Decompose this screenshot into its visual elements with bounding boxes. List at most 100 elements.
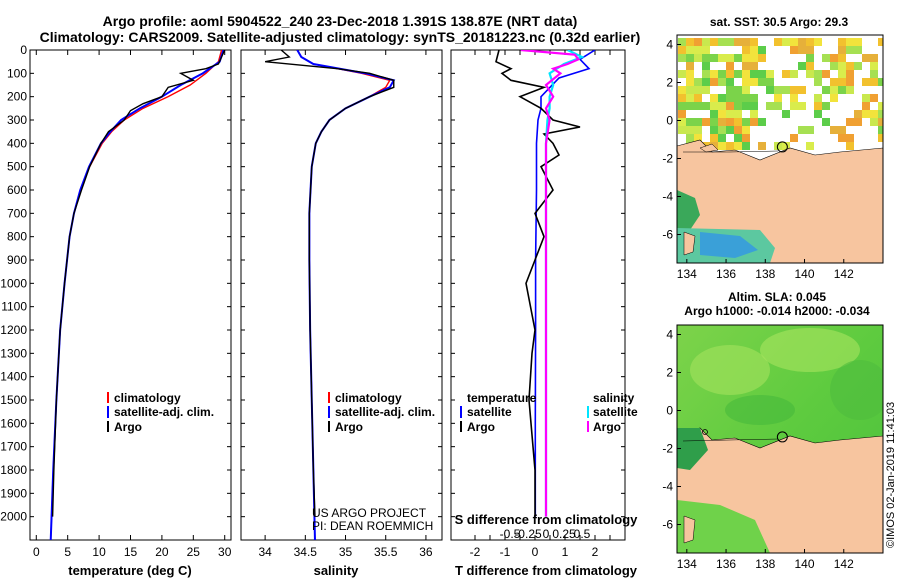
sst-cell [846, 62, 854, 70]
y-tick-label: 1100 [1, 300, 27, 314]
x-tick-label: 35 [339, 545, 353, 559]
x-tick-label: 30 [218, 545, 232, 559]
temperature-series [49, 50, 226, 540]
map-x-tick-label: 136 [716, 267, 736, 281]
sst-cell [702, 62, 710, 70]
sst-cell [766, 70, 774, 78]
sst-cell [678, 110, 686, 118]
reference-marker [702, 429, 708, 435]
sst-cell [726, 102, 734, 110]
difference-xlabel: T difference from climatology [455, 563, 638, 578]
sst-cell [742, 86, 750, 94]
sst-cell [726, 70, 734, 78]
sst-cell [806, 54, 814, 62]
sst-cell [726, 126, 734, 134]
sst-cell [742, 78, 750, 86]
x-tick-label: -2 [470, 545, 481, 559]
map-y-tick-label: 4 [666, 38, 673, 52]
sst-cell [846, 38, 862, 46]
sla-map-axes: 134 136 138 140 142 4 2 0 -2 -4 -6 [662, 328, 854, 572]
sst-cell [734, 94, 742, 102]
sst-cell [838, 54, 846, 62]
legend-t-satellite: satellite [467, 405, 512, 419]
aru-islands [683, 515, 696, 544]
sst-cell [710, 78, 718, 86]
legend-climatology: climatology [114, 391, 181, 405]
y-tick-label: 1900 [0, 486, 27, 500]
sst-cell [694, 134, 702, 142]
sst-cell [846, 118, 862, 126]
sst-cell [870, 110, 883, 118]
sst-cell [862, 78, 878, 86]
sst-cell [838, 62, 846, 70]
map-x-tick-label: 140 [795, 557, 815, 571]
sst-cell [838, 70, 846, 78]
x-tick-label: 20 [155, 545, 169, 559]
sst-cell [766, 102, 782, 110]
title-line-2: Climatology: CARS2009. Satellite-adjuste… [40, 29, 641, 45]
y-tick-label: 300 [7, 113, 27, 127]
sst-cell [846, 78, 854, 86]
sst-cell [878, 38, 883, 46]
sst-cell [742, 102, 758, 110]
sst-cell [742, 94, 758, 102]
difference-x-axis: -2 -1 0 1 2 [470, 50, 611, 559]
difference-series [495, 50, 596, 517]
sst-cell [750, 118, 758, 126]
legend-satellite: satellite-adj. clim. [114, 405, 214, 419]
sst-cell [686, 62, 694, 70]
temperature-xlabel: temperature (deg C) [68, 563, 192, 578]
sst-cell [710, 118, 718, 126]
sst-cell [694, 78, 702, 86]
sst-cell [726, 38, 734, 46]
sst-cell [686, 94, 694, 102]
sst-cell [862, 94, 870, 102]
legend-temperature-title: temperature [467, 391, 537, 405]
sst-cell [718, 118, 726, 126]
sst-cell [830, 126, 846, 134]
map-x-tick-label: 134 [677, 267, 697, 281]
sst-cell [814, 38, 822, 46]
y-tick-label: 1300 [0, 346, 27, 360]
y-tick-label: 1500 [0, 393, 27, 407]
sst-cell [726, 62, 734, 70]
map-y-tick-label: -6 [662, 228, 673, 242]
sst-cell [822, 70, 830, 78]
sst-cell [686, 126, 702, 134]
sst-cell [806, 62, 814, 70]
sst-cell [750, 54, 758, 62]
sst-cell [846, 142, 854, 150]
map-x-tick-label: 142 [834, 557, 854, 571]
sst-cell [830, 94, 838, 102]
sst-cell [878, 102, 883, 110]
salinity-x-axis: 34 34.5 35 35.5 36 [258, 50, 433, 559]
sst-cell [678, 54, 686, 62]
sst-cell [742, 62, 758, 70]
sst-map-axes: 134 136 138 140 142 4 2 0 -2 -4 -6 [662, 38, 854, 282]
map-x-tick-label: 138 [755, 267, 775, 281]
sst-cell [678, 102, 686, 110]
y-tick-label: 1400 [0, 370, 27, 384]
sst-cell [678, 94, 686, 102]
sst-cell [750, 46, 758, 54]
sst-cell [782, 142, 790, 150]
timestamp: ©IMOS 02-Jan-2019 11:41:03 [885, 402, 897, 548]
s-tick-label: -0.5 [500, 527, 521, 541]
sst-cell [726, 78, 734, 86]
sst-cell [734, 86, 742, 94]
sst-cell [710, 54, 718, 62]
sst-cell [790, 70, 798, 78]
arafura-sea [677, 500, 770, 553]
map-y-tick-label: -2 [662, 152, 673, 166]
map-y-tick-label: -4 [662, 480, 673, 494]
x-tick-label: 0 [532, 545, 539, 559]
sla-map-subtitle: Argo h1000: -0.014 h2000: -0.034 [684, 304, 870, 318]
salinity-difference-axis: -0.5-0.25 0 0.250.5 [500, 527, 591, 541]
sst-cell [758, 78, 774, 86]
y-tick-label: 1200 [0, 323, 27, 337]
x-tick-label: 2 [592, 545, 599, 559]
sst-cell [790, 94, 798, 102]
sst-cell [806, 70, 814, 78]
sst-map-title: sat. SST: 30.5 Argo: 29.3 [710, 15, 849, 29]
legend-salinity-title: salinity [593, 391, 635, 405]
